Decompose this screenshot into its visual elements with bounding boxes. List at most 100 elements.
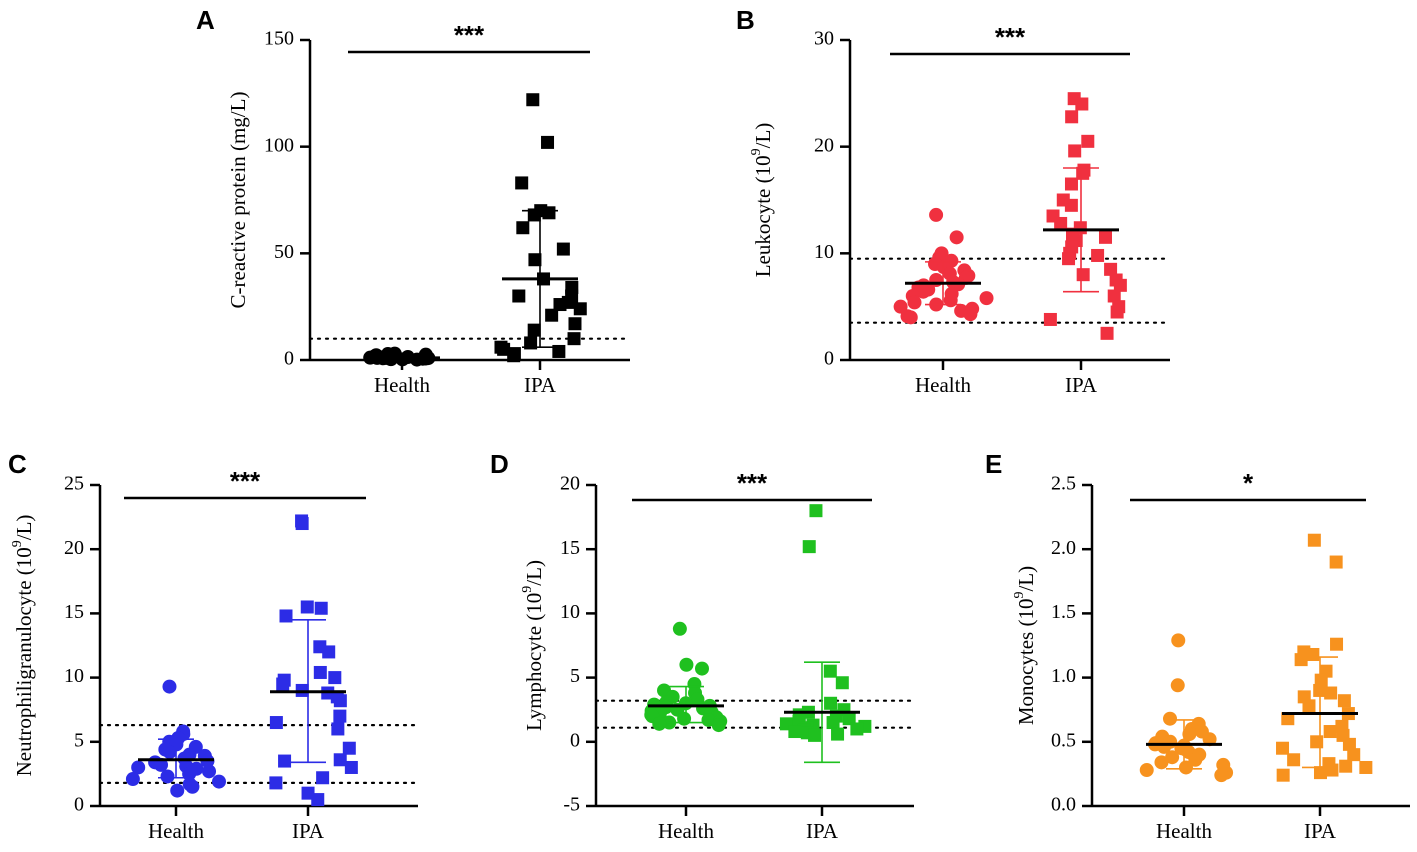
data-point xyxy=(1075,97,1089,111)
data-point xyxy=(949,230,964,245)
data-point xyxy=(1202,732,1217,747)
panel-A: A 0 50 100 150 Health IPA C-reactive protein (m… xyxy=(196,5,632,397)
data-point xyxy=(344,760,358,774)
y-tick-label: 2.5 xyxy=(1051,473,1076,495)
data-point xyxy=(1323,725,1337,739)
panel-letter: C xyxy=(8,449,27,479)
data-point xyxy=(185,779,200,794)
data-point xyxy=(131,760,146,775)
y-tick-label: 0.0 xyxy=(1051,794,1076,816)
y-tick-label: 10 xyxy=(64,665,84,687)
data-point xyxy=(170,783,185,798)
data-point xyxy=(322,645,336,659)
data-point xyxy=(677,711,692,726)
data-point xyxy=(1081,134,1095,148)
significance-label: *** xyxy=(230,466,261,496)
data-point xyxy=(835,676,849,690)
data-point xyxy=(276,677,290,691)
y-tick-label: 30 xyxy=(814,28,834,50)
data-point xyxy=(1313,766,1327,780)
series-health xyxy=(363,346,440,367)
data-point xyxy=(916,284,931,299)
data-point xyxy=(1359,760,1373,774)
x-tick-label: IPA xyxy=(292,819,325,843)
x-tick-label: Health xyxy=(658,819,714,843)
data-point xyxy=(1302,699,1316,713)
data-point xyxy=(311,793,325,807)
y-axis-label: Leukocyte (109/L) xyxy=(749,123,775,278)
x-tick-label: IPA xyxy=(1304,819,1337,843)
panel-C: C 0 5 10 15 20 25 Health IPA Neutrophiligranulocy… xyxy=(8,449,420,843)
data-point xyxy=(154,757,169,772)
data-point xyxy=(526,93,540,107)
data-point xyxy=(1276,741,1290,755)
y-tick-label: 0 xyxy=(824,348,834,370)
data-point xyxy=(1188,752,1203,767)
data-point xyxy=(556,242,570,256)
data-point xyxy=(1154,755,1169,770)
y-tick-label: 20 xyxy=(64,537,84,559)
data-point xyxy=(1065,110,1079,124)
data-point xyxy=(802,540,816,554)
panel-letter: E xyxy=(985,449,1002,479)
data-point xyxy=(929,207,944,222)
significance-label: *** xyxy=(737,468,768,498)
data-point xyxy=(314,601,328,615)
data-point xyxy=(1310,735,1324,749)
panel-B: B 0 10 20 30 Health IPA Leukocyte (109/L) *** xyxy=(736,5,1172,397)
data-point xyxy=(333,753,347,767)
data-point xyxy=(711,718,726,733)
data-point xyxy=(1062,252,1076,266)
data-point xyxy=(1294,653,1308,667)
data-point xyxy=(979,291,994,306)
data-point xyxy=(331,722,345,736)
data-point xyxy=(1099,230,1113,244)
series-ipa xyxy=(779,504,872,764)
data-point xyxy=(316,771,330,785)
data-point xyxy=(512,289,526,303)
panel-E: E 0.0 0.5 1.0 1.5 2.0 2.5 Health IPA Monocytes (1… xyxy=(985,449,1410,843)
series-health xyxy=(893,207,994,325)
data-point xyxy=(278,754,292,768)
data-point xyxy=(567,332,581,346)
data-point xyxy=(842,712,856,726)
data-point xyxy=(552,344,566,358)
data-point xyxy=(295,517,309,531)
data-point xyxy=(1139,763,1154,778)
data-point xyxy=(963,307,978,322)
data-point xyxy=(1342,737,1356,751)
data-point xyxy=(342,741,356,755)
y-tick-label: 25 xyxy=(64,473,84,495)
data-point xyxy=(211,774,226,789)
y-tick-label: 1.0 xyxy=(1051,665,1076,687)
y-tick-label: 0 xyxy=(74,794,84,816)
y-axis-label: Monocytes (109/L) xyxy=(1012,566,1038,725)
y-tick-label: 100 xyxy=(264,134,294,156)
data-point xyxy=(1337,694,1351,708)
data-point xyxy=(1307,533,1321,547)
panel-letter: A xyxy=(196,5,215,35)
data-point xyxy=(1068,144,1082,158)
y-tick-label: -5 xyxy=(563,794,580,816)
data-point xyxy=(1329,555,1343,569)
x-tick-label: IPA xyxy=(524,373,557,397)
series-ipa xyxy=(269,514,358,807)
data-point xyxy=(1276,768,1290,782)
data-point xyxy=(1064,177,1078,191)
data-point xyxy=(1054,216,1068,230)
data-point xyxy=(568,317,582,331)
significance-label: *** xyxy=(454,20,485,50)
data-point xyxy=(1324,686,1338,700)
panel-letter: D xyxy=(490,449,509,479)
data-point xyxy=(328,671,342,685)
data-point xyxy=(903,310,918,325)
data-point xyxy=(507,349,521,363)
series-ipa xyxy=(1043,92,1127,340)
significance-label: * xyxy=(1243,468,1254,498)
data-point xyxy=(545,308,559,322)
data-point xyxy=(652,716,667,731)
data-point xyxy=(1170,678,1185,693)
data-point xyxy=(672,621,687,636)
series-health xyxy=(1139,633,1234,783)
